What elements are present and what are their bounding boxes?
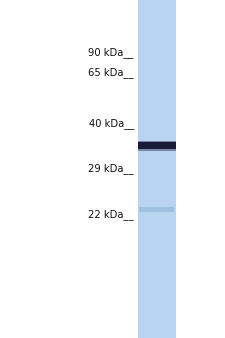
Bar <box>138 148 176 151</box>
Bar <box>139 207 174 212</box>
Bar <box>138 0 176 338</box>
Text: 29 kDa__: 29 kDa__ <box>88 164 134 174</box>
Bar <box>138 142 176 149</box>
Bar <box>138 146 176 149</box>
Text: 40 kDa__: 40 kDa__ <box>89 118 134 129</box>
Bar <box>138 142 176 145</box>
Text: 90 kDa__: 90 kDa__ <box>88 47 134 58</box>
Bar <box>138 144 176 147</box>
Text: 22 kDa__: 22 kDa__ <box>88 209 134 220</box>
Text: 65 kDa__: 65 kDa__ <box>88 67 134 78</box>
Bar <box>138 141 176 143</box>
